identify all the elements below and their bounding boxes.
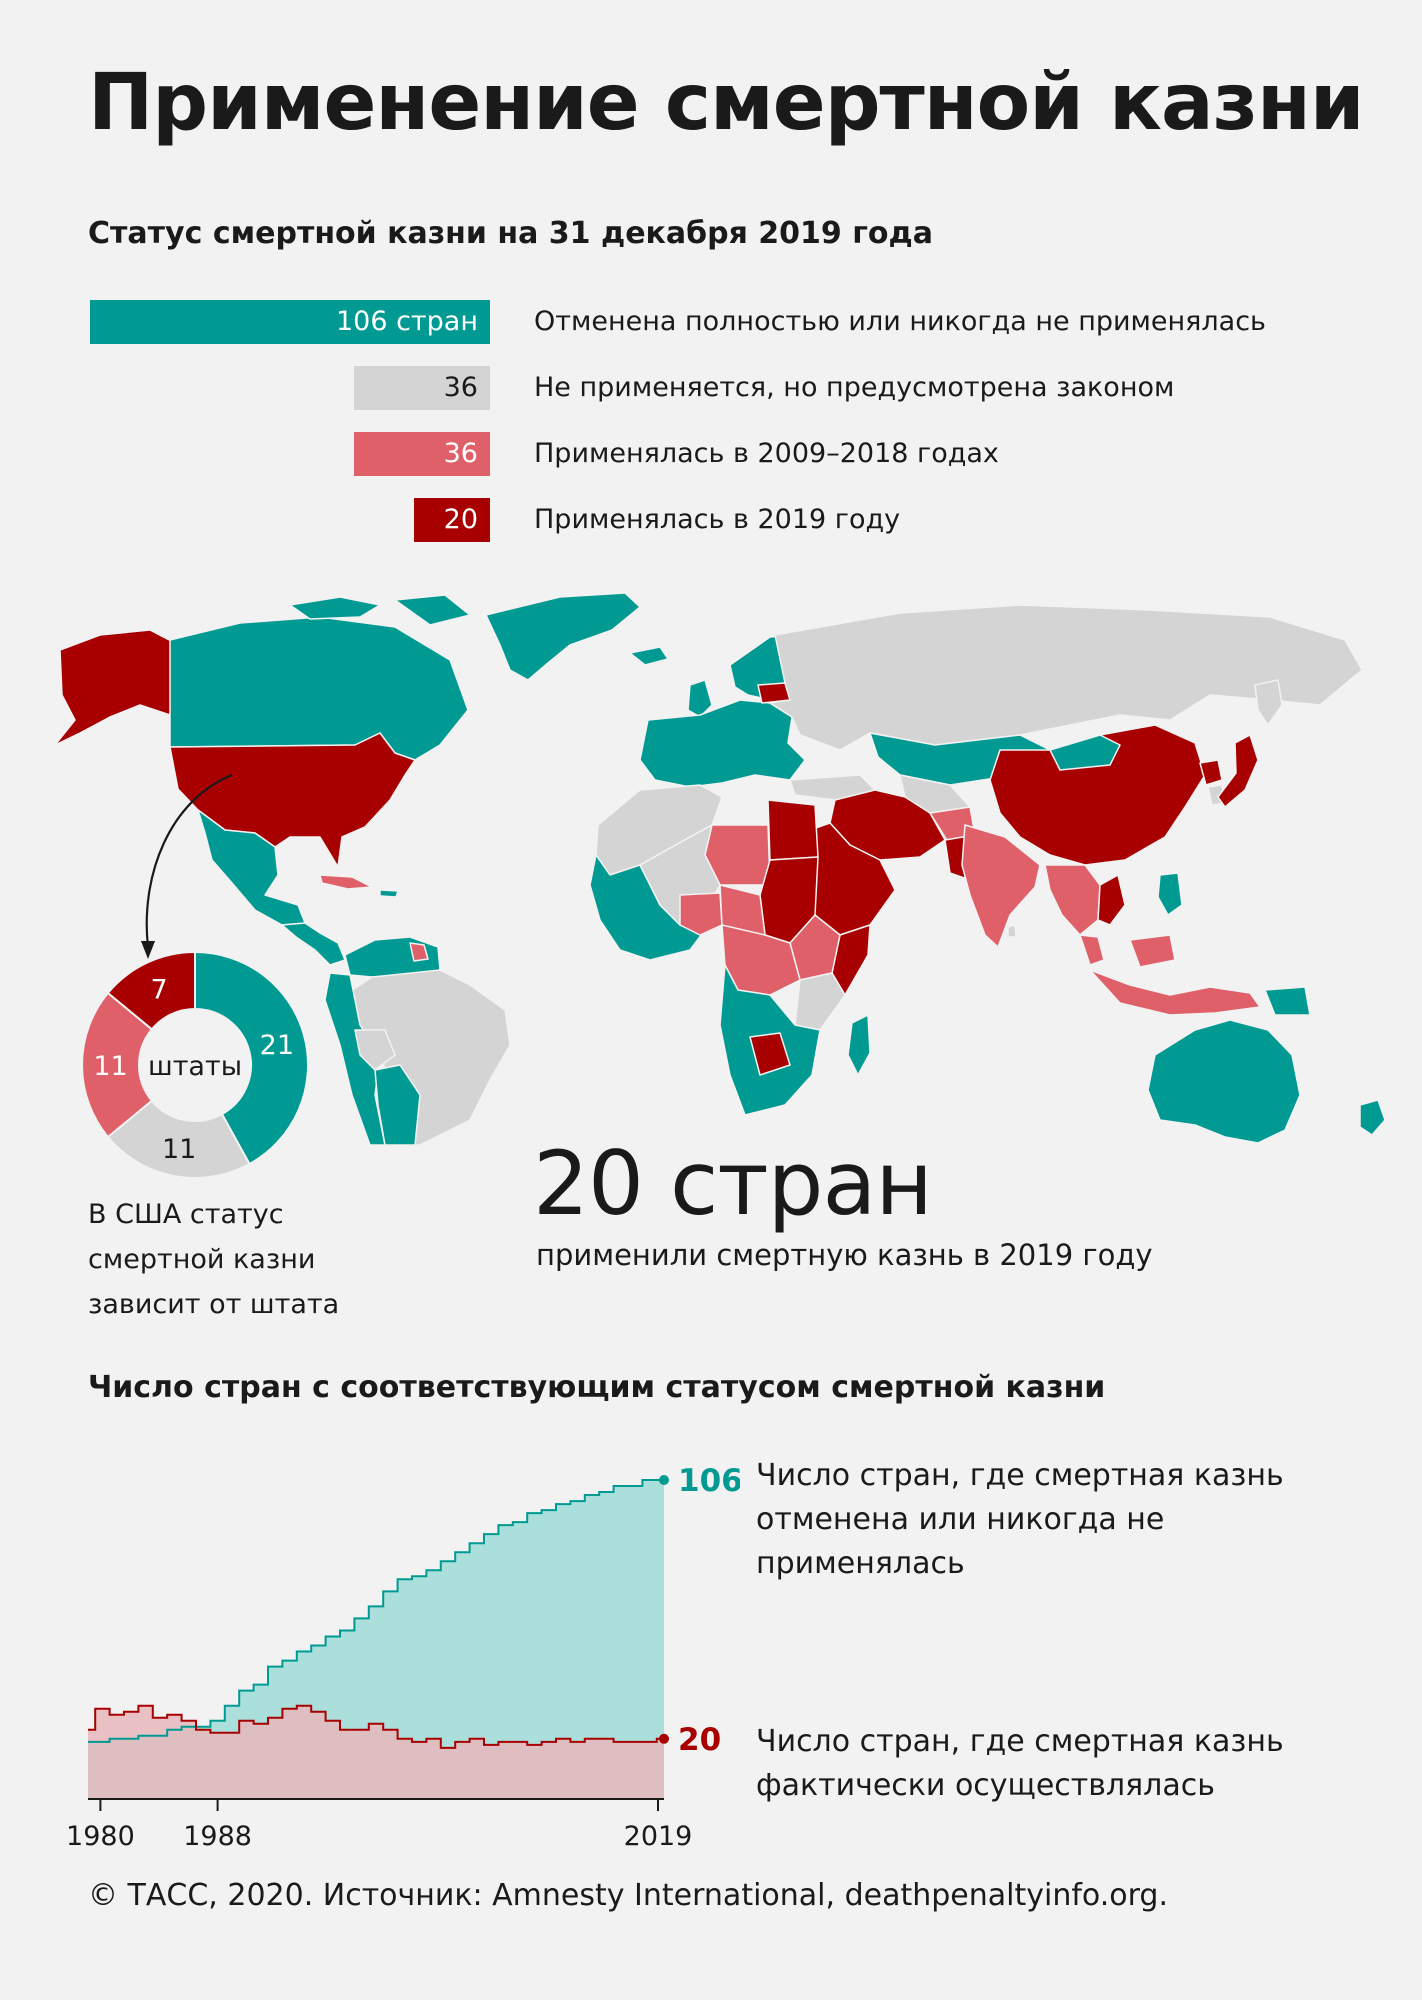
legend-bar-abolished: 106 стран	[90, 300, 490, 344]
legend-label-applied-2009-2018: Применялась в 2009–2018 годах	[534, 438, 999, 469]
x-tick-label-1980: 1980	[66, 1821, 135, 1850]
map-mexico	[197, 809, 306, 926]
legend-label-applied-2019: Применялась в 2019 году	[534, 504, 901, 535]
map-west-africa	[589, 854, 706, 961]
map-argentina	[374, 1064, 421, 1145]
us-arrow-head	[141, 941, 155, 959]
map-madagascar	[847, 1014, 871, 1076]
x-tick-label-2019: 2019	[624, 1821, 693, 1850]
us-states-donut: 21 11 11 7 штаты	[81, 950, 309, 1179]
footer-source: © ТАСС, 2020. Источник: Amnesty Internat…	[88, 1878, 1168, 1913]
legend-label-not-applied: Не применяется, но предусмотрена законом	[534, 372, 1175, 403]
world-map	[54, 592, 1386, 1145]
map-east-africa	[794, 972, 846, 1031]
map-vietnam	[1097, 874, 1126, 926]
area-abolished	[88, 1480, 664, 1799]
map-north-korea	[1199, 759, 1223, 786]
map-malaysia	[1079, 934, 1176, 968]
end-dot-abolished	[659, 1475, 669, 1485]
end-label-abolished: 106	[678, 1463, 740, 1499]
line-abolished	[88, 1479, 664, 1743]
map-usa	[169, 732, 416, 868]
map-china	[989, 724, 1206, 866]
map-papua	[1264, 986, 1311, 1016]
map-india	[961, 824, 1041, 948]
map-mongolia	[1049, 734, 1121, 771]
us-states-note: В США статус смертной казни зависит от ш…	[88, 1199, 340, 1320]
map-guyana	[409, 942, 429, 962]
donut-value-0: 21	[260, 1030, 294, 1061]
donut-value-3: 7	[150, 975, 167, 1006]
map-kamchatka	[1254, 679, 1283, 726]
map-alaska	[54, 629, 176, 746]
map-sri-lanka	[1007, 924, 1017, 938]
count-step-chart: 1980 1988 2019 106 20	[66, 1463, 740, 1850]
map-greenland	[485, 592, 641, 681]
area-executing	[88, 1705, 664, 1799]
map-indonesia	[1089, 969, 1261, 1016]
map-caribbean	[379, 889, 399, 898]
donut-slice-1	[106, 1099, 251, 1179]
count-heading: Число стран с соответствующим статусом с…	[88, 1370, 1106, 1405]
map-southeast-asia	[1044, 864, 1101, 936]
line-executing	[88, 1704, 664, 1749]
x-tick-label-1988: 1988	[183, 1821, 252, 1850]
legend-bar-applied-2009-2018: 36	[354, 432, 490, 476]
map-central-america	[281, 922, 346, 966]
map-philippines	[1157, 872, 1183, 916]
donut-slice-3	[106, 950, 196, 1031]
map-cuba	[319, 874, 373, 890]
map-japan	[1217, 734, 1259, 808]
legend-bar-not-applied: 36	[354, 366, 490, 410]
series-label-abolished: Число стран, где смертная казнь отменена…	[756, 1458, 1284, 1581]
map-canada	[169, 616, 469, 761]
end-dot-executing	[659, 1733, 669, 1744]
donut-slice-2	[81, 991, 154, 1139]
map-nigeria	[679, 892, 723, 936]
map-egypt	[767, 799, 819, 861]
highlight-caption: применили смертную казнь в 2019 году	[536, 1238, 1153, 1272]
page-title: Применение смертной казни	[88, 58, 1364, 148]
map-iceland	[629, 646, 669, 666]
end-label-executing: 20	[678, 1722, 721, 1758]
map-bolivia	[354, 1029, 396, 1071]
legend-bar-applied-2019: 20	[414, 498, 490, 542]
donut-value-1: 11	[162, 1134, 196, 1165]
map-new-zealand	[1359, 1099, 1386, 1136]
donut-slice-0	[194, 950, 309, 1166]
series-label-executing: Число стран, где смертная казнь фактичес…	[756, 1724, 1284, 1803]
legend-label-abolished: Отменена полностью или никогда не примен…	[534, 306, 1266, 337]
donut-value-2: 11	[93, 1051, 127, 1082]
us-arrow	[145, 773, 233, 948]
status-heading: Статус смертной казни на 31 декабря 2019…	[88, 216, 933, 251]
map-arctic-islands	[289, 594, 471, 626]
map-botswana	[749, 1032, 791, 1076]
map-peru-chile	[324, 972, 386, 1145]
map-western-europe	[639, 699, 806, 788]
map-australia	[1147, 1019, 1301, 1144]
map-russia	[769, 604, 1363, 751]
donut-center-label: штаты	[148, 1051, 242, 1082]
map-uk	[687, 679, 713, 718]
highlight-number: 20 стран	[533, 1132, 933, 1235]
